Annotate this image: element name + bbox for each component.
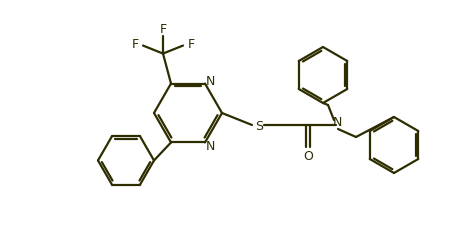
Text: F: F [132, 38, 138, 51]
Text: F: F [159, 23, 166, 36]
Text: S: S [255, 119, 263, 132]
Text: F: F [187, 38, 195, 51]
Text: N: N [332, 116, 342, 129]
Text: N: N [205, 75, 215, 88]
Text: O: O [303, 149, 313, 162]
Text: N: N [205, 139, 215, 152]
